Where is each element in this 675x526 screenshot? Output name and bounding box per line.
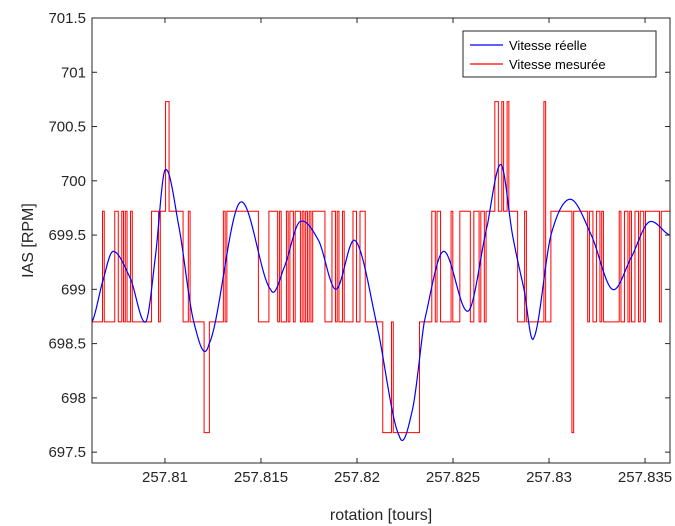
y-tick-label: 699.5 xyxy=(48,227,86,244)
y-axis-label: IAS [RPM] xyxy=(20,203,37,278)
y-tick-label: 700 xyxy=(61,173,86,190)
y-tick-label: 701.5 xyxy=(48,10,86,27)
y-tick-label: 698.5 xyxy=(48,336,86,353)
x-tick-label: 257.82 xyxy=(334,469,380,486)
x-tick-label: 257.835 xyxy=(618,469,672,486)
plot-area xyxy=(92,18,670,463)
x-tick-label: 257.81 xyxy=(142,469,188,486)
series-group xyxy=(92,101,670,442)
x-tick-label: 257.83 xyxy=(526,469,572,486)
series-line-vitesse-reelle xyxy=(92,163,670,442)
x-axis-label: rotation [tours] xyxy=(330,507,432,524)
legend-entry-label: Vitesse réelle xyxy=(509,38,587,53)
legend-box xyxy=(462,30,657,78)
y-tick-label: 699 xyxy=(61,281,86,298)
y-tick-label: 700.5 xyxy=(48,119,86,136)
axes-frame xyxy=(91,17,671,464)
y-tick-label: 697.5 xyxy=(48,444,86,461)
x-tick-label: 257.815 xyxy=(234,469,288,486)
legend-entry-label: Vitesse mesurée xyxy=(509,57,606,72)
y-tick-label: 698 xyxy=(61,390,86,407)
y-tick-label: 701 xyxy=(61,64,86,81)
x-tick-label: 257.825 xyxy=(426,469,480,486)
